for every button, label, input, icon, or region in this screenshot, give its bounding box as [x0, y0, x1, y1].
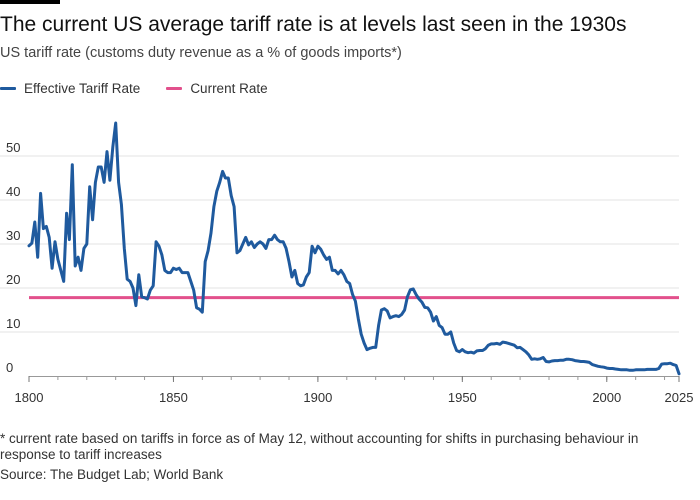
chart-subtitle: US tariff rate (customs duty revenue as … [0, 45, 402, 61]
chart-plot: 0 10 20 30 40 50 1800 1850 1900 1950 2000 2025 [0, 121, 694, 405]
chart-title: The current US average tariff rate is at… [0, 13, 627, 36]
y-tick-label: 30 [6, 228, 20, 243]
chart-footnote: * current rate based on tariffs in force… [0, 431, 639, 462]
x-tick-label: 2000 [592, 390, 621, 405]
legend-swatch-current [166, 86, 183, 90]
y-tick-label: 10 [6, 316, 20, 331]
series-line-effective-tariff-rate [27, 121, 681, 376]
chart-legend: Effective Tariff Rate Current Rate [0, 79, 294, 97]
x-tick-label: 2025 [665, 390, 694, 405]
y-tick-label: 40 [6, 184, 20, 199]
legend-label-current: Current Rate [190, 80, 268, 96]
legend-swatch-effective [0, 86, 16, 90]
legend-label-effective: Effective Tariff Rate [24, 80, 141, 96]
legend-item-current: Current Rate [166, 80, 268, 96]
x-tick-label: 1850 [159, 390, 188, 405]
x-tick-label: 1950 [448, 390, 477, 405]
y-tick-label: 0 [6, 360, 13, 375]
chart-source: Source: The Budget Lab; World Bank [0, 467, 224, 482]
x-tick-label: 1900 [303, 390, 332, 405]
brand-bar [0, 0, 60, 4]
legend-item-effective: Effective Tariff Rate [0, 81, 140, 96]
x-tick-label: 1800 [15, 390, 44, 405]
y-tick-label: 50 [6, 140, 20, 155]
y-tick-label: 20 [6, 272, 20, 287]
